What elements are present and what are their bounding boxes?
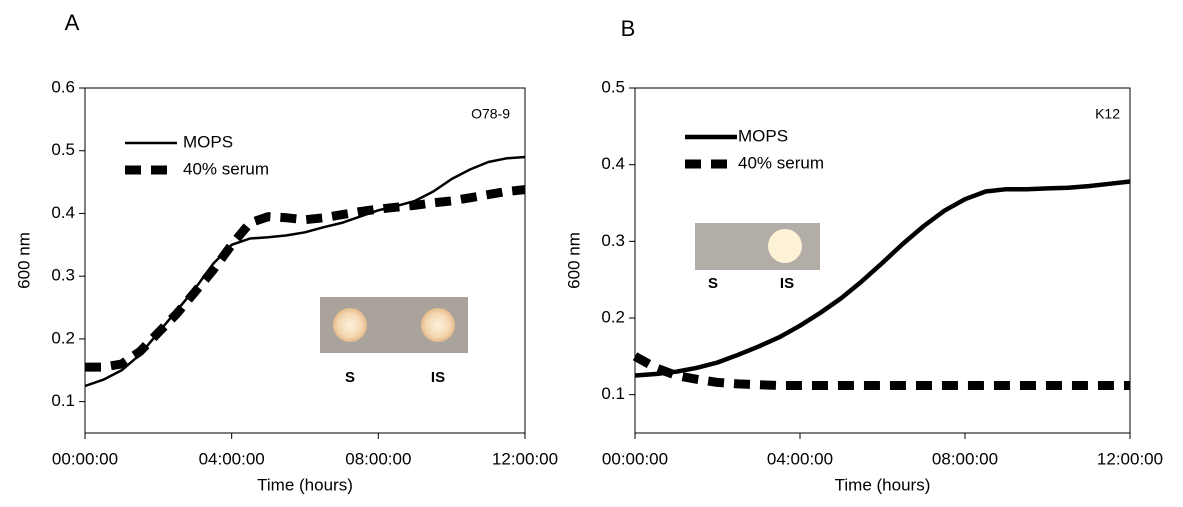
y-tick-label: 0.1	[51, 391, 75, 410]
legend-label: 40% serum	[183, 159, 269, 178]
legend-label: MOPS	[183, 132, 233, 151]
y-tick-label: 0.3	[51, 266, 75, 285]
inset-label: IS	[431, 369, 445, 386]
y-tick-label: 0.6	[51, 77, 75, 96]
panel-label: A	[65, 10, 80, 35]
y-tick-label: 0.5	[51, 140, 75, 159]
legend-label: 40% serum	[738, 153, 824, 172]
line-series	[632, 352, 1130, 390]
panel-label: B	[621, 16, 636, 41]
x-tick-label: 04:00:00	[199, 449, 265, 468]
y-tick-label: 0.5	[601, 77, 625, 96]
inset-label: S	[708, 275, 718, 292]
inset-label: S	[345, 369, 355, 386]
x-tick-label: 08:00:00	[932, 449, 998, 468]
inset-label: IS	[780, 275, 794, 292]
x-tick-label: 08:00:00	[345, 449, 411, 468]
y-tick-label: 0.4	[51, 203, 75, 222]
x-tick-label: 12:00:00	[1097, 449, 1163, 468]
annotation: O78-9	[471, 106, 510, 122]
y-tick-label: 0.4	[601, 154, 625, 173]
inset-a	[320, 297, 468, 353]
y-axis-label: 600 nm	[14, 232, 33, 289]
plot-frame	[634, 87, 1131, 434]
plot-frame	[84, 87, 526, 434]
line-series	[85, 185, 526, 372]
colony	[333, 308, 367, 342]
legend-label: MOPS	[738, 126, 788, 145]
inset-b	[695, 223, 820, 270]
x-tick-label: 00:00:00	[602, 449, 668, 468]
line-series	[634, 179, 1131, 378]
y-tick-label: 0.1	[601, 384, 625, 403]
x-tick-label: 12:00:00	[492, 449, 558, 468]
x-axis-label: Time (hours)	[835, 475, 931, 494]
x-tick-label: 00:00:00	[52, 449, 118, 468]
annotation: K12	[1095, 106, 1120, 122]
colony	[421, 308, 455, 342]
y-tick-label: 0.3	[601, 231, 625, 250]
y-tick-label: 0.2	[51, 328, 75, 347]
x-tick-label: 04:00:00	[767, 449, 833, 468]
x-axis-label: Time (hours)	[257, 475, 353, 494]
colony	[768, 229, 802, 263]
y-axis-label: 600 nm	[564, 232, 583, 289]
y-tick-label: 0.2	[601, 307, 625, 326]
